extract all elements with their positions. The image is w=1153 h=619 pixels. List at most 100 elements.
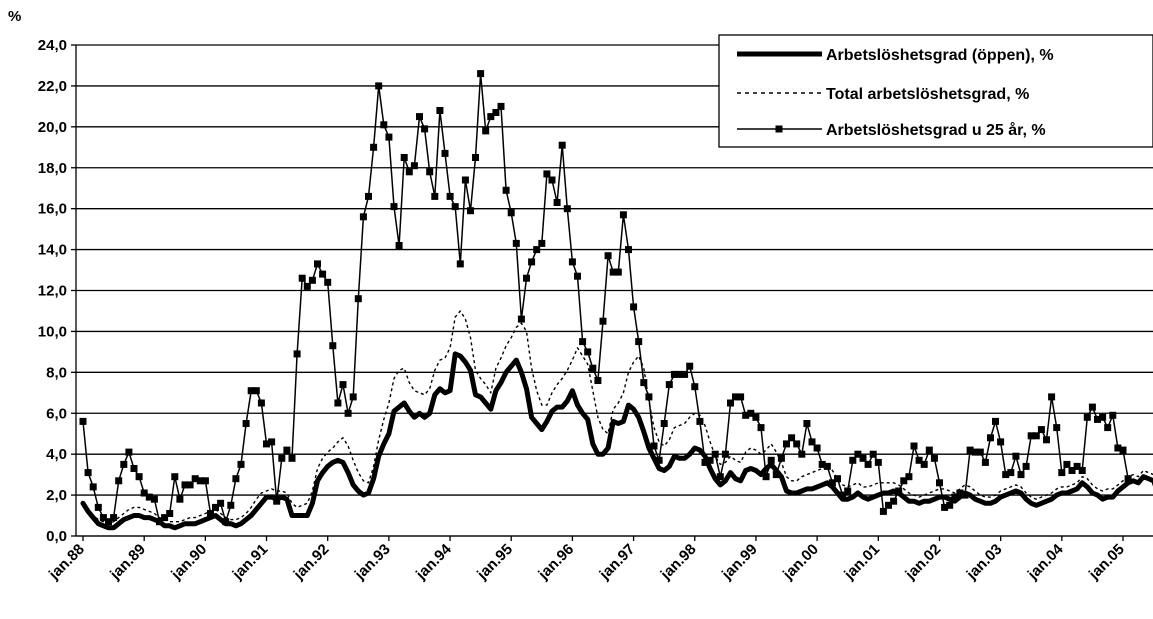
data-point-marker (517, 315, 525, 323)
data-point-marker (553, 199, 561, 206)
data-point-marker (859, 454, 867, 462)
data-point-marker (324, 278, 332, 286)
data-point-marker (161, 514, 169, 522)
data-point-marker (456, 260, 464, 268)
data-point-marker (120, 460, 128, 468)
data-point-marker (359, 213, 367, 221)
data-point-marker (497, 102, 505, 110)
y-tick-label: 6,0 (46, 405, 67, 422)
data-point-marker (385, 133, 393, 141)
x-tick-label: jan.01 (840, 541, 883, 584)
x-tick-label: jan.00 (779, 541, 822, 584)
data-point-marker (523, 274, 530, 282)
data-point-marker (421, 125, 429, 133)
data-point-marker (885, 501, 892, 509)
x-tick-label: jan.05 (1085, 541, 1128, 584)
data-point-marker (956, 489, 964, 497)
data-point-marker (349, 393, 357, 401)
data-point-marker (890, 497, 898, 505)
data-point-marker (436, 107, 444, 114)
data-point-marker (574, 272, 581, 280)
data-point-marker (920, 460, 928, 468)
data-point-marker (171, 473, 179, 481)
data-point-marker (543, 170, 551, 178)
data-point-marker (278, 454, 286, 462)
x-tick-label: jan.89 (106, 541, 149, 584)
y-tick-label: 0,0 (46, 528, 67, 545)
data-point-marker (849, 456, 857, 464)
data-point-marker (472, 154, 479, 161)
data-point-marker (89, 483, 97, 491)
data-point-marker (665, 381, 673, 389)
data-point-marker (181, 481, 189, 489)
data-point-marker (716, 473, 724, 481)
data-point-marker (334, 399, 342, 407)
data-point-marker (217, 499, 225, 507)
data-point-marker (823, 462, 831, 470)
x-tick-label: jan.94 (412, 540, 455, 583)
y-tick-label: 18,0 (38, 160, 67, 177)
data-point-marker (757, 424, 765, 432)
data-point-marker (777, 454, 785, 462)
data-point-marker (502, 186, 510, 194)
data-point-marker (1007, 469, 1015, 477)
data-point-marker (630, 303, 638, 311)
data-point-marker (507, 209, 515, 217)
data-point-marker (742, 411, 750, 419)
data-point-marker (752, 413, 760, 421)
data-point-marker (273, 497, 281, 505)
x-tick-label: jan.97 (596, 541, 639, 584)
data-point-marker (701, 458, 709, 466)
data-point-marker (263, 440, 270, 448)
data-point-marker (410, 162, 418, 170)
data-point-marker (1043, 436, 1050, 444)
data-point-marker (1048, 393, 1056, 401)
data-point-marker (854, 450, 862, 458)
data-point-marker (156, 518, 163, 526)
data-point-marker (640, 379, 648, 387)
data-point-marker (869, 450, 877, 458)
legend-item-open-unemployment: Arbetslöshetsgrad (öppen), % (737, 47, 1054, 64)
data-point-marker (772, 471, 780, 479)
x-axis: jan.88 jan.89 jan.90 jan.91 jan.92 jan.93 jan.… (45, 535, 1153, 584)
data-point-marker (1017, 471, 1025, 479)
data-point-marker (936, 479, 943, 487)
data-point-marker (604, 252, 612, 260)
x-tick-label: jan.88 (45, 541, 88, 584)
y-tick-label: 10,0 (38, 323, 67, 340)
data-point-marker (874, 458, 882, 466)
data-point-marker (1002, 471, 1010, 479)
data-point-marker (1037, 426, 1045, 434)
data-point-marker (844, 487, 852, 495)
series-line (80, 351, 1153, 531)
data-point-marker (1073, 462, 1081, 470)
data-point-marker (568, 258, 576, 266)
data-point-marker (446, 192, 454, 200)
data-point-marker (319, 270, 327, 278)
data-point-marker (879, 507, 887, 515)
data-point-marker (864, 460, 872, 468)
data-point-marker (207, 510, 214, 517)
data-point-marker (1063, 460, 1071, 468)
data-point-marker (237, 460, 245, 468)
data-point-marker (512, 239, 520, 247)
data-point-marker (1012, 452, 1020, 460)
data-point-marker (793, 440, 801, 448)
data-point-marker (737, 393, 745, 401)
data-point-marker (788, 434, 796, 442)
x-tick-label: jan.96 (534, 541, 577, 584)
data-point-marker (599, 317, 607, 325)
data-point-marker (212, 503, 219, 511)
data-point-marker (110, 514, 118, 522)
data-point-marker (966, 446, 974, 454)
data-point-marker (798, 450, 806, 458)
data-point-marker (732, 393, 739, 401)
data-point-marker (619, 211, 627, 219)
data-point-marker (655, 456, 663, 464)
data-point-marker (227, 501, 235, 509)
data-point-marker (1078, 467, 1086, 474)
data-point-marker (1032, 432, 1040, 440)
data-point-marker (987, 434, 994, 442)
data-point-marker (166, 510, 174, 517)
data-point-marker (288, 454, 296, 462)
